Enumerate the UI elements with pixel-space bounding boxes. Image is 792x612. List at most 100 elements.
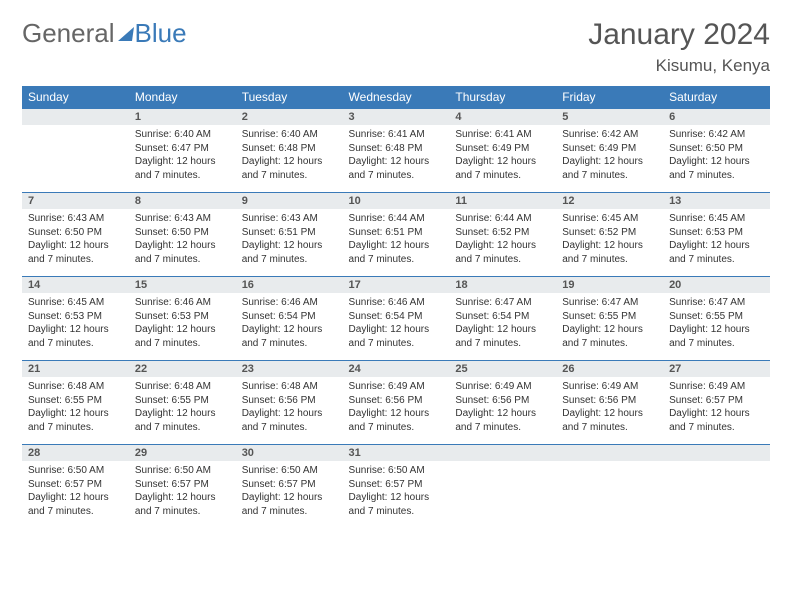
daylight-line: Daylight: 12 hours and 7 minutes.	[669, 323, 764, 350]
sunset-line: Sunset: 6:57 PM	[135, 478, 230, 492]
day-number: 14	[22, 277, 129, 293]
sunrise-line: Sunrise: 6:50 AM	[242, 464, 337, 478]
day-body: Sunrise: 6:46 AMSunset: 6:54 PMDaylight:…	[343, 293, 450, 356]
day-number-empty	[449, 445, 556, 461]
day-number: 20	[663, 277, 770, 293]
daylight-line: Daylight: 12 hours and 7 minutes.	[135, 323, 230, 350]
sunrise-line: Sunrise: 6:49 AM	[455, 380, 550, 394]
day-body: Sunrise: 6:41 AMSunset: 6:48 PMDaylight:…	[343, 125, 450, 188]
sunset-line: Sunset: 6:50 PM	[28, 226, 123, 240]
weekday-header: Wednesday	[343, 86, 450, 109]
day-number: 19	[556, 277, 663, 293]
sunrise-line: Sunrise: 6:42 AM	[562, 128, 657, 142]
calendar-cell: 27Sunrise: 6:49 AMSunset: 6:57 PMDayligh…	[663, 361, 770, 445]
sunset-line: Sunset: 6:51 PM	[242, 226, 337, 240]
day-number-empty	[663, 445, 770, 461]
sunset-line: Sunset: 6:49 PM	[455, 142, 550, 156]
calendar-cell: 1Sunrise: 6:40 AMSunset: 6:47 PMDaylight…	[129, 109, 236, 193]
daylight-line: Daylight: 12 hours and 7 minutes.	[562, 155, 657, 182]
day-number: 8	[129, 193, 236, 209]
daylight-line: Daylight: 12 hours and 7 minutes.	[135, 155, 230, 182]
day-body: Sunrise: 6:45 AMSunset: 6:53 PMDaylight:…	[22, 293, 129, 356]
day-number: 22	[129, 361, 236, 377]
day-body: Sunrise: 6:49 AMSunset: 6:56 PMDaylight:…	[556, 377, 663, 440]
day-body: Sunrise: 6:43 AMSunset: 6:50 PMDaylight:…	[22, 209, 129, 272]
sunrise-line: Sunrise: 6:45 AM	[562, 212, 657, 226]
day-body: Sunrise: 6:43 AMSunset: 6:51 PMDaylight:…	[236, 209, 343, 272]
calendar-cell: 3Sunrise: 6:41 AMSunset: 6:48 PMDaylight…	[343, 109, 450, 193]
sunrise-line: Sunrise: 6:45 AM	[28, 296, 123, 310]
calendar-cell: 29Sunrise: 6:50 AMSunset: 6:57 PMDayligh…	[129, 445, 236, 529]
day-number: 1	[129, 109, 236, 125]
day-number-empty	[556, 445, 663, 461]
day-body: Sunrise: 6:47 AMSunset: 6:54 PMDaylight:…	[449, 293, 556, 356]
sunrise-line: Sunrise: 6:47 AM	[455, 296, 550, 310]
day-body: Sunrise: 6:46 AMSunset: 6:54 PMDaylight:…	[236, 293, 343, 356]
calendar-cell: 14Sunrise: 6:45 AMSunset: 6:53 PMDayligh…	[22, 277, 129, 361]
daylight-line: Daylight: 12 hours and 7 minutes.	[669, 407, 764, 434]
daylight-line: Daylight: 12 hours and 7 minutes.	[135, 491, 230, 518]
calendar-cell: 7Sunrise: 6:43 AMSunset: 6:50 PMDaylight…	[22, 193, 129, 277]
sunset-line: Sunset: 6:55 PM	[28, 394, 123, 408]
sunrise-line: Sunrise: 6:43 AM	[135, 212, 230, 226]
sunset-line: Sunset: 6:57 PM	[669, 394, 764, 408]
daylight-line: Daylight: 12 hours and 7 minutes.	[28, 407, 123, 434]
sunset-line: Sunset: 6:51 PM	[349, 226, 444, 240]
title-block: January 2024 Kisumu, Kenya	[588, 18, 770, 76]
sunrise-line: Sunrise: 6:45 AM	[669, 212, 764, 226]
day-body: Sunrise: 6:49 AMSunset: 6:56 PMDaylight:…	[449, 377, 556, 440]
sunrise-line: Sunrise: 6:40 AM	[135, 128, 230, 142]
daylight-line: Daylight: 12 hours and 7 minutes.	[242, 323, 337, 350]
daylight-line: Daylight: 12 hours and 7 minutes.	[242, 491, 337, 518]
day-number: 7	[22, 193, 129, 209]
sunrise-line: Sunrise: 6:47 AM	[669, 296, 764, 310]
daylight-line: Daylight: 12 hours and 7 minutes.	[349, 239, 444, 266]
weekday-header: Thursday	[449, 86, 556, 109]
day-body: Sunrise: 6:50 AMSunset: 6:57 PMDaylight:…	[129, 461, 236, 524]
daylight-line: Daylight: 12 hours and 7 minutes.	[455, 239, 550, 266]
daylight-line: Daylight: 12 hours and 7 minutes.	[242, 239, 337, 266]
calendar-cell: 18Sunrise: 6:47 AMSunset: 6:54 PMDayligh…	[449, 277, 556, 361]
sunset-line: Sunset: 6:56 PM	[455, 394, 550, 408]
location-label: Kisumu, Kenya	[588, 56, 770, 76]
sunset-line: Sunset: 6:50 PM	[669, 142, 764, 156]
daylight-line: Daylight: 12 hours and 7 minutes.	[135, 239, 230, 266]
day-number: 2	[236, 109, 343, 125]
day-number: 24	[343, 361, 450, 377]
sunset-line: Sunset: 6:50 PM	[135, 226, 230, 240]
day-number: 10	[343, 193, 450, 209]
calendar-cell: 4Sunrise: 6:41 AMSunset: 6:49 PMDaylight…	[449, 109, 556, 193]
sunset-line: Sunset: 6:49 PM	[562, 142, 657, 156]
calendar-week-row: 21Sunrise: 6:48 AMSunset: 6:55 PMDayligh…	[22, 361, 770, 445]
calendar-cell: 30 Sunrise: 6:50 AMSunset: 6:57 PMDayligh…	[236, 445, 343, 529]
day-body: Sunrise: 6:48 AMSunset: 6:56 PMDaylight:…	[236, 377, 343, 440]
sunrise-line: Sunrise: 6:40 AM	[242, 128, 337, 142]
calendar-cell	[449, 445, 556, 529]
calendar-cell: 24Sunrise: 6:49 AMSunset: 6:56 PMDayligh…	[343, 361, 450, 445]
sunset-line: Sunset: 6:52 PM	[455, 226, 550, 240]
calendar-cell: 25Sunrise: 6:49 AMSunset: 6:56 PMDayligh…	[449, 361, 556, 445]
daylight-line: Daylight: 12 hours and 7 minutes.	[562, 323, 657, 350]
calendar-cell	[22, 109, 129, 193]
sunrise-line: Sunrise: 6:42 AM	[669, 128, 764, 142]
calendar-header-row: SundayMondayTuesdayWednesdayThursdayFrid…	[22, 86, 770, 109]
day-number: 26	[556, 361, 663, 377]
calendar-cell: 22Sunrise: 6:48 AMSunset: 6:55 PMDayligh…	[129, 361, 236, 445]
sunset-line: Sunset: 6:55 PM	[669, 310, 764, 324]
daylight-line: Daylight: 12 hours and 7 minutes.	[242, 407, 337, 434]
day-number: 6	[663, 109, 770, 125]
day-body: Sunrise: 6:42 AMSunset: 6:50 PMDaylight:…	[663, 125, 770, 188]
sunrise-line: Sunrise: 6:49 AM	[562, 380, 657, 394]
brand-triangle-icon	[118, 27, 134, 41]
day-number: 30	[236, 445, 343, 461]
sunrise-line: Sunrise: 6:48 AM	[28, 380, 123, 394]
sunset-line: Sunset: 6:57 PM	[28, 478, 123, 492]
calendar-week-row: 14Sunrise: 6:45 AMSunset: 6:53 PMDayligh…	[22, 277, 770, 361]
day-number: 23	[236, 361, 343, 377]
brand-part2: Blue	[135, 18, 187, 49]
daylight-line: Daylight: 12 hours and 7 minutes.	[455, 407, 550, 434]
daylight-line: Daylight: 12 hours and 7 minutes.	[28, 239, 123, 266]
daylight-line: Daylight: 12 hours and 7 minutes.	[669, 239, 764, 266]
day-body: Sunrise: 6:50 AMSunset: 6:57 PMDaylight:…	[343, 461, 450, 524]
sunset-line: Sunset: 6:57 PM	[242, 478, 337, 492]
